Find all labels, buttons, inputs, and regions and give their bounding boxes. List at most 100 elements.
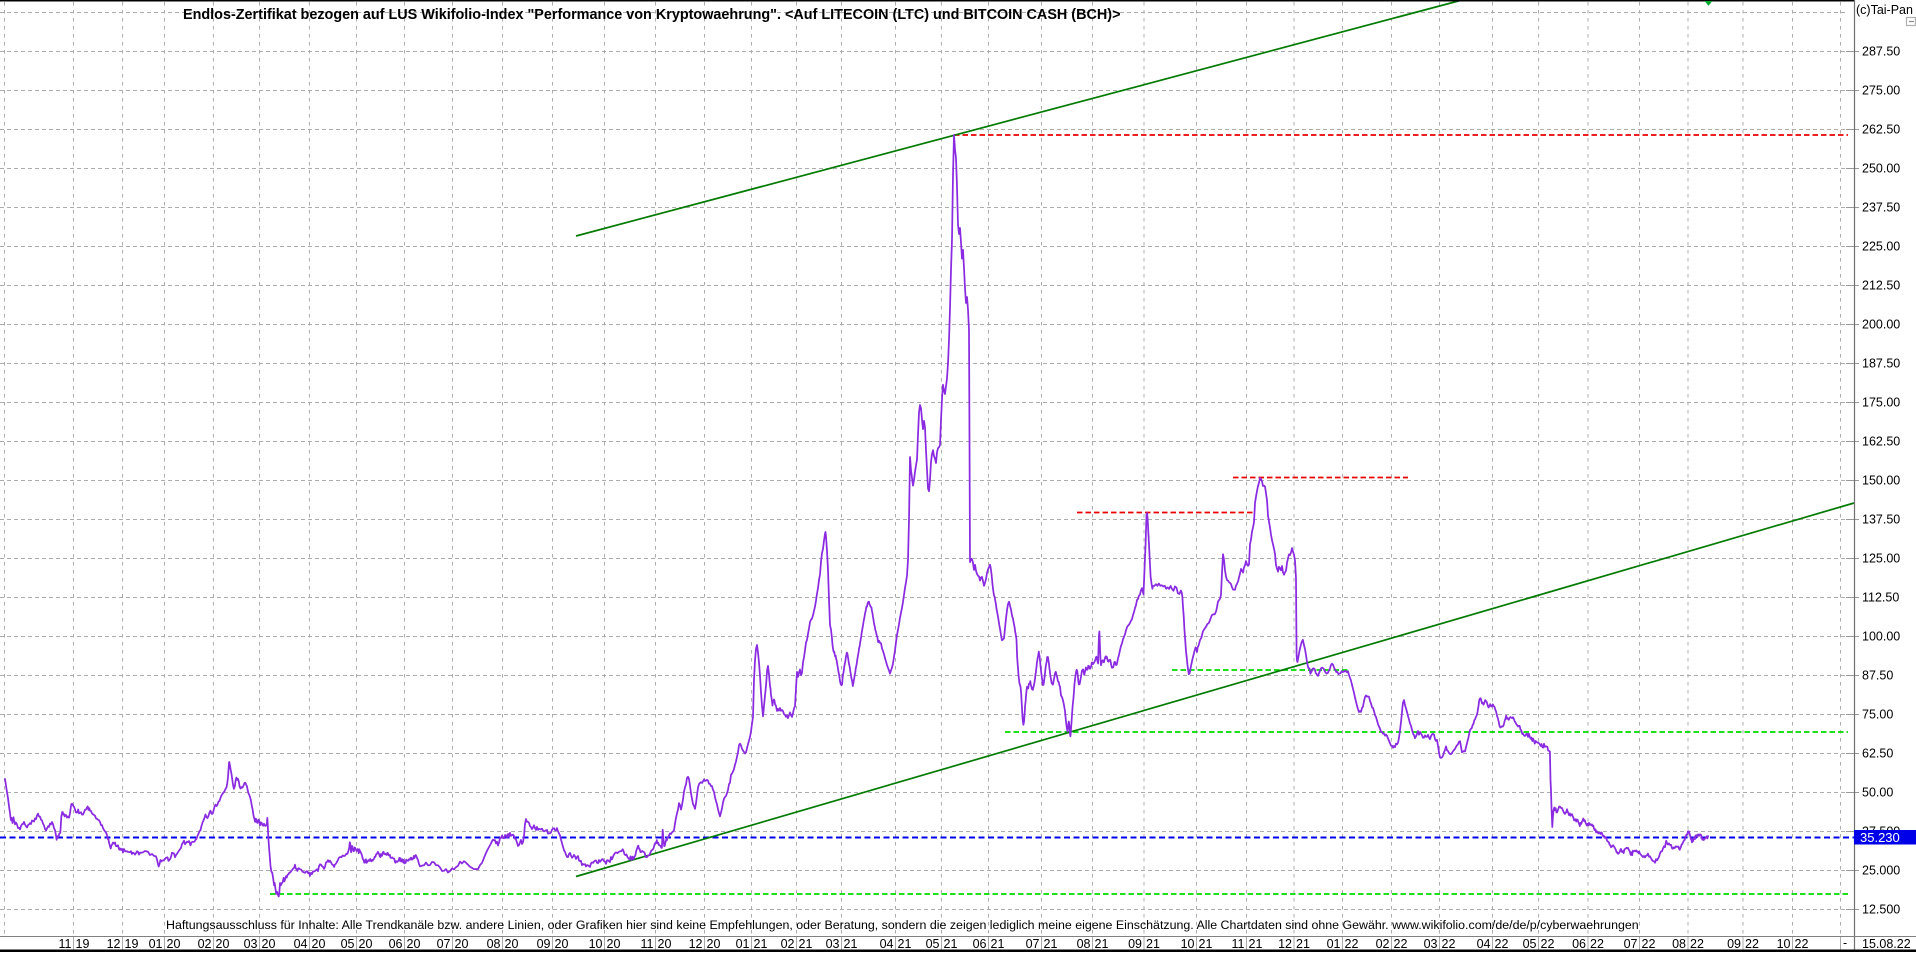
svg-text:22: 22 xyxy=(1642,937,1656,951)
svg-text:21: 21 xyxy=(991,937,1005,951)
svg-text:137.50: 137.50 xyxy=(1862,513,1900,527)
svg-text:Haftungsausschluss für Inhalte: Haftungsausschluss für Inhalte: Alle Tre… xyxy=(166,918,1639,932)
svg-text:100.00: 100.00 xyxy=(1862,630,1900,644)
svg-text:22: 22 xyxy=(1345,937,1359,951)
svg-text:50.00: 50.00 xyxy=(1862,786,1893,800)
svg-text:10: 10 xyxy=(589,937,603,951)
svg-text:01: 01 xyxy=(736,937,750,951)
svg-text:20: 20 xyxy=(707,937,721,951)
svg-text:225.00: 225.00 xyxy=(1862,240,1900,254)
svg-text:21: 21 xyxy=(1146,937,1160,951)
svg-text:21: 21 xyxy=(1044,937,1058,951)
svg-text:250.00: 250.00 xyxy=(1862,162,1900,176)
svg-text:01: 01 xyxy=(1327,937,1341,951)
svg-text:03: 03 xyxy=(244,937,258,951)
svg-text:20: 20 xyxy=(359,937,373,951)
svg-text:06: 06 xyxy=(389,937,403,951)
svg-text:22: 22 xyxy=(1590,937,1604,951)
svg-text:10: 10 xyxy=(1181,937,1195,951)
svg-text:-: - xyxy=(1843,936,1847,950)
svg-text:04: 04 xyxy=(294,937,308,951)
svg-text:22: 22 xyxy=(1690,937,1704,951)
svg-text:262.50: 262.50 xyxy=(1862,123,1900,137)
svg-text:21: 21 xyxy=(1095,937,1109,951)
svg-text:09: 09 xyxy=(1727,937,1741,951)
svg-text:09: 09 xyxy=(1128,937,1142,951)
svg-text:12.500: 12.500 xyxy=(1862,903,1900,917)
svg-text:20: 20 xyxy=(658,937,672,951)
svg-text:20: 20 xyxy=(312,937,326,951)
svg-text:07: 07 xyxy=(1026,937,1040,951)
svg-text:22: 22 xyxy=(1795,937,1809,951)
svg-text:09: 09 xyxy=(537,937,551,951)
svg-text:200.00: 200.00 xyxy=(1862,318,1900,332)
svg-text:21: 21 xyxy=(1296,937,1310,951)
svg-text:35.230: 35.230 xyxy=(1860,830,1900,845)
svg-text:175.00: 175.00 xyxy=(1862,396,1900,410)
svg-text:11: 11 xyxy=(641,937,654,951)
svg-text:07: 07 xyxy=(1624,937,1638,951)
svg-text:10: 10 xyxy=(1777,937,1791,951)
svg-text:08: 08 xyxy=(1077,937,1091,951)
svg-text:87.50: 87.50 xyxy=(1862,669,1893,683)
svg-text:19: 19 xyxy=(125,937,139,951)
svg-text:162.50: 162.50 xyxy=(1862,435,1900,449)
svg-text:06: 06 xyxy=(973,937,987,951)
svg-text:08: 08 xyxy=(1672,937,1686,951)
svg-text:12: 12 xyxy=(689,937,703,951)
svg-text:11: 11 xyxy=(59,937,72,951)
svg-text:22: 22 xyxy=(1495,937,1509,951)
svg-text:212.50: 212.50 xyxy=(1862,279,1900,293)
svg-text:03: 03 xyxy=(826,937,840,951)
svg-text:05: 05 xyxy=(1523,937,1537,951)
svg-text:62.50: 62.50 xyxy=(1862,747,1893,761)
svg-text:08: 08 xyxy=(487,937,501,951)
svg-text:22: 22 xyxy=(1745,937,1759,951)
svg-text:21: 21 xyxy=(898,937,912,951)
svg-text:20: 20 xyxy=(607,937,621,951)
svg-text:04: 04 xyxy=(880,937,894,951)
svg-text:12: 12 xyxy=(1278,937,1292,951)
svg-text:125.00: 125.00 xyxy=(1862,552,1900,566)
svg-text:03: 03 xyxy=(1424,937,1438,951)
svg-text:20: 20 xyxy=(455,937,469,951)
svg-text:07: 07 xyxy=(437,937,451,951)
svg-text:11: 11 xyxy=(1232,937,1245,951)
svg-text:15.08.22: 15.08.22 xyxy=(1862,937,1911,951)
svg-text:21: 21 xyxy=(1249,937,1263,951)
svg-text:04: 04 xyxy=(1477,937,1491,951)
svg-text:21: 21 xyxy=(844,937,858,951)
svg-text:75.00: 75.00 xyxy=(1862,708,1893,722)
svg-text:237.50: 237.50 xyxy=(1862,201,1900,215)
svg-text:(c)Tai-Pan: (c)Tai-Pan xyxy=(1856,3,1913,17)
svg-text:21: 21 xyxy=(799,937,813,951)
svg-text:02: 02 xyxy=(1376,937,1390,951)
svg-text:21: 21 xyxy=(1199,937,1213,951)
svg-text:02: 02 xyxy=(198,937,212,951)
svg-text:19: 19 xyxy=(76,937,90,951)
svg-text:20: 20 xyxy=(555,937,569,951)
svg-text:20: 20 xyxy=(262,937,276,951)
svg-text:22: 22 xyxy=(1541,937,1555,951)
svg-text:275.00: 275.00 xyxy=(1862,84,1900,98)
svg-text:22: 22 xyxy=(1394,937,1408,951)
svg-text:21: 21 xyxy=(944,937,958,951)
svg-text:20: 20 xyxy=(216,937,230,951)
svg-text:06: 06 xyxy=(1572,937,1586,951)
svg-text:21: 21 xyxy=(754,937,768,951)
svg-text:02: 02 xyxy=(781,937,795,951)
svg-text:22: 22 xyxy=(1442,937,1456,951)
svg-text:Endlos-Zertifikat bezogen auf: Endlos-Zertifikat bezogen auf LUS Wikifo… xyxy=(183,7,1120,23)
svg-text:20: 20 xyxy=(407,937,421,951)
svg-text:05: 05 xyxy=(341,937,355,951)
svg-text:01: 01 xyxy=(149,937,163,951)
svg-text:20: 20 xyxy=(505,937,519,951)
svg-text:05: 05 xyxy=(926,937,940,951)
svg-text:187.50: 187.50 xyxy=(1862,357,1900,371)
svg-text:112.50: 112.50 xyxy=(1862,591,1899,605)
svg-text:287.50: 287.50 xyxy=(1862,45,1900,59)
svg-text:12: 12 xyxy=(107,937,121,951)
svg-text:20: 20 xyxy=(167,937,181,951)
svg-text:25.000: 25.000 xyxy=(1862,864,1900,878)
svg-text:150.00: 150.00 xyxy=(1862,474,1900,488)
